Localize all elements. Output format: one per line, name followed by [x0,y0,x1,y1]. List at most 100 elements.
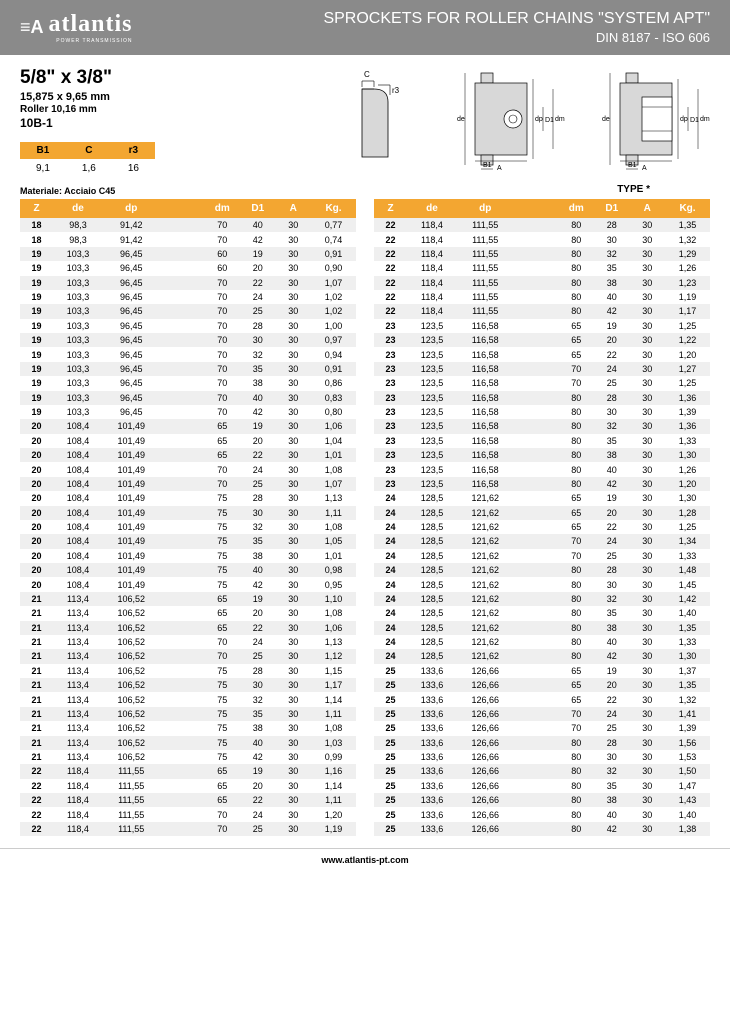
table-cell: 20 [240,434,275,448]
table-cell: 30 [276,218,311,232]
table-cell: 80 [559,793,594,807]
table-cell: 22 [20,793,53,807]
table-row: 23123,5116,587025301,25 [374,376,710,390]
table-row: 23123,5116,588042301,20 [374,477,710,491]
table-row: 22118,4111,558030301,32 [374,232,710,246]
table-cell-gap [514,721,559,735]
table-cell: 1,56 [665,736,710,750]
table-cell: 106,52 [103,592,160,606]
table-cell: 108,4 [53,434,103,448]
table-cell-gap [160,276,205,290]
table-row: 24128,5121,627024301,34 [374,534,710,548]
table-cell-gap [160,707,205,721]
table-cell: 123,5 [407,405,457,419]
table-cell: 80 [559,419,594,433]
table-cell: 30 [276,304,311,318]
table-row: 23123,5116,588032301,36 [374,419,710,433]
table-row: 21113,4106,527540301,03 [20,736,356,750]
table-cell: 30 [276,448,311,462]
header-title-block: SPROCKETS FOR ROLLER CHAINS "SYSTEM APT"… [323,10,710,45]
table-cell: 1,45 [665,577,710,591]
table-cell: 40 [240,563,275,577]
table-cell: 1,30 [665,649,710,663]
table-cell: 1,34 [665,534,710,548]
table-cell: 23 [374,477,407,491]
table-cell: 30 [276,577,311,591]
tooth-profile-diagram: C r3 [350,67,420,162]
table-cell: 65 [205,621,240,635]
svg-text:de: de [457,116,465,123]
table-cell: 1,33 [665,434,710,448]
table-cell: 22 [374,261,407,275]
table-row: 19103,396,456020300,90 [20,261,356,275]
table-cell: 42 [594,304,629,318]
table-cell: 103,3 [53,247,103,261]
table-cell-gap [514,376,559,390]
table-cell: 96,45 [103,347,160,361]
table-cell: 106,52 [103,721,160,735]
table-cell: 30 [276,793,311,807]
table-cell: 118,4 [407,290,457,304]
table-cell: 108,4 [53,419,103,433]
table-row: 25133,6126,667025301,39 [374,721,710,735]
table-cell-gap [160,822,205,836]
table-cell: 30 [630,549,665,563]
table-cell: 30 [630,304,665,318]
table-cell: 65 [559,692,594,706]
table-cell: 70 [205,649,240,663]
table-cell: 80 [559,218,594,232]
table-cell: 30 [240,678,275,692]
table-cell: 1,25 [665,520,710,534]
table-cell: 65 [559,319,594,333]
table-cell: 30 [276,491,311,505]
table-header: A [630,199,665,218]
table-cell-gap [514,807,559,821]
table-cell: 128,5 [407,649,457,663]
table-cell-gap [160,577,205,591]
table-cell: 80 [559,276,594,290]
table-cell: 23 [374,376,407,390]
table-cell: 1,17 [665,304,710,318]
table-cell: 98,3 [53,218,103,232]
table-cell-gap [160,290,205,304]
table-cell: 121,62 [457,520,514,534]
table-cell: 108,4 [53,462,103,476]
table-cell: 30 [276,807,311,821]
table-cell: 1,40 [665,807,710,821]
table-row: 22118,4111,558028301,35 [374,218,710,232]
table-cell: 113,4 [53,592,103,606]
table-cell: 111,55 [103,822,160,836]
table-cell-gap [514,534,559,548]
table-cell: 133,6 [407,764,457,778]
table-cell: 80 [559,247,594,261]
table-cell: 22 [594,520,629,534]
table-cell: 25 [594,376,629,390]
table-cell: 128,5 [407,491,457,505]
table-cell: 128,5 [407,506,457,520]
table-cell: 1,17 [311,678,356,692]
table-cell: 30 [630,276,665,290]
table-cell: 21 [20,721,53,735]
table-cell: 30 [630,807,665,821]
table-cell: 1,35 [665,678,710,692]
table-cell-gap [514,736,559,750]
mini-table-header: r3 [112,142,155,159]
table-cell: 103,3 [53,304,103,318]
table-cell-gap [160,448,205,462]
table-cell: 21 [20,707,53,721]
table-cell-gap [514,491,559,505]
table-cell: 111,55 [457,261,514,275]
table-cell: 30 [594,232,629,246]
table-cell: 128,5 [407,520,457,534]
table-cell: 96,45 [103,391,160,405]
table-row: 20108,4101,497025301,07 [20,477,356,491]
table-cell: 42 [240,405,275,419]
table-cell: 1,38 [665,822,710,836]
table-cell-gap [514,391,559,405]
table-cell: 24 [240,462,275,476]
table-cell: 101,49 [103,434,160,448]
table-cell: 75 [205,736,240,750]
table-cell: 22 [374,276,407,290]
table-cell: 1,08 [311,462,356,476]
table-cell: 1,04 [311,434,356,448]
